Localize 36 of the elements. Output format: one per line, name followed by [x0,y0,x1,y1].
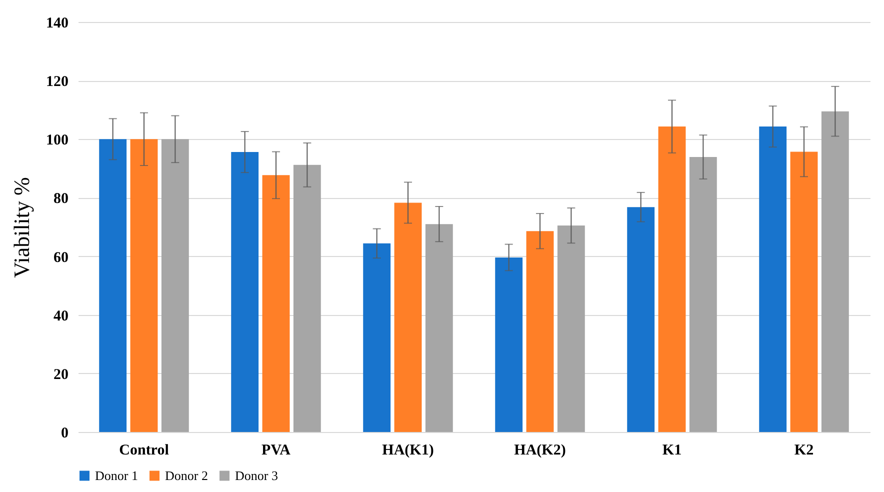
y-tick-label: 120 [46,74,68,90]
y-tick-label: 60 [54,250,68,266]
y-axis-title: Viability % [9,177,34,278]
bar [130,139,158,432]
bar [658,126,686,432]
y-tick-label: 40 [54,308,68,324]
bar [363,243,391,432]
bar [425,224,453,432]
bar [231,152,259,432]
bar [293,164,321,432]
x-tick-label: K2 [794,442,814,458]
bar [557,226,585,432]
y-tick-label: 140 [46,16,68,32]
x-tick-label: K1 [662,442,682,458]
legend-label: Donor 1 [95,468,138,483]
x-tick-label: HA(K2) [514,442,566,458]
bar [161,139,189,432]
y-tick-label: 100 [46,132,68,149]
bar [689,157,717,432]
legend-label: Donor 3 [235,468,278,483]
bar [790,152,818,432]
bar [262,175,290,432]
legend-label: Donor 2 [165,468,208,483]
bar [526,231,554,432]
bar [99,139,127,432]
x-tick-label: Control [119,442,169,458]
bar [627,207,655,432]
x-tick-label: PVA [262,442,291,458]
y-tick-label: 80 [54,191,68,208]
y-tick-label: 20 [54,366,68,383]
bar [495,257,523,432]
bar [821,111,849,432]
x-tick-label: HA(K1) [382,442,434,458]
y-tick-label: 0 [61,426,68,442]
bar [759,126,787,432]
bar [394,202,422,432]
